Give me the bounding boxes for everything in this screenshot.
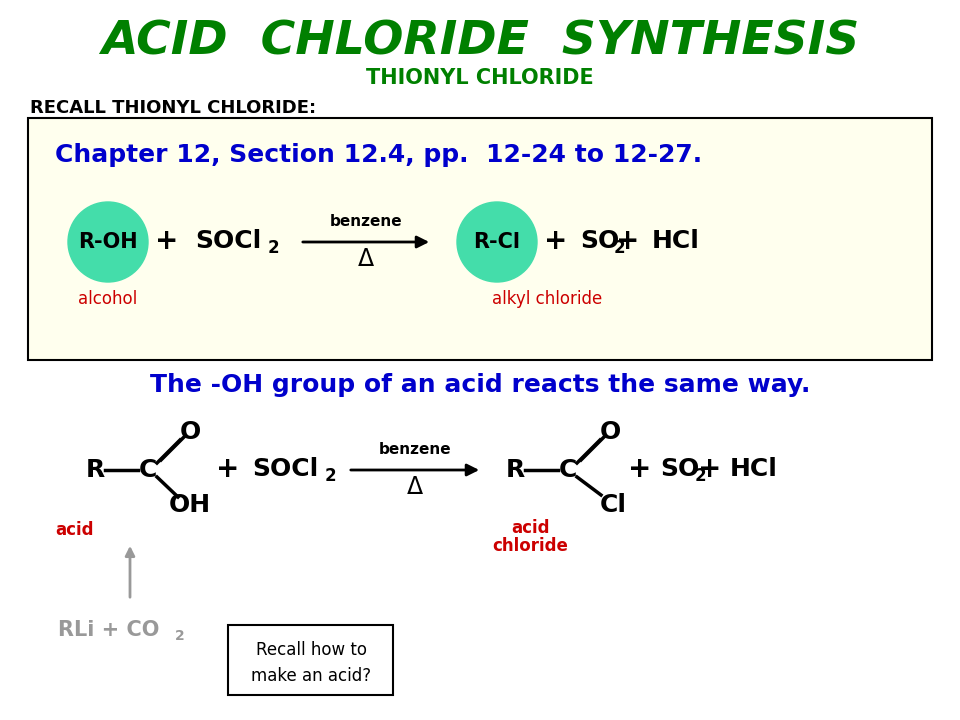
- Text: R-Cl: R-Cl: [473, 232, 520, 252]
- Text: O: O: [599, 420, 620, 444]
- Text: benzene: benzene: [329, 215, 402, 230]
- Text: The -OH group of an acid reacts the same way.: The -OH group of an acid reacts the same…: [150, 373, 810, 397]
- Text: 2: 2: [614, 239, 626, 257]
- Text: SOCl: SOCl: [252, 457, 319, 481]
- Text: O: O: [180, 420, 201, 444]
- Bar: [228, 625, 393, 695]
- Text: C: C: [139, 458, 157, 482]
- Text: Chapter 12, Section 12.4, pp.  12-24 to 12-27.: Chapter 12, Section 12.4, pp. 12-24 to 1…: [55, 143, 702, 167]
- Text: Δ: Δ: [358, 247, 374, 271]
- Text: C: C: [559, 458, 577, 482]
- Text: HCl: HCl: [730, 457, 778, 481]
- Text: SOCl: SOCl: [195, 229, 261, 253]
- Text: +: +: [216, 455, 240, 483]
- Text: Cl: Cl: [599, 493, 627, 517]
- Text: OH: OH: [169, 493, 211, 517]
- Text: +: +: [616, 227, 639, 255]
- Circle shape: [457, 202, 537, 282]
- Text: benzene: benzene: [378, 443, 451, 457]
- Text: SO: SO: [660, 457, 699, 481]
- Text: R: R: [505, 458, 524, 482]
- Text: +: +: [628, 455, 652, 483]
- Bar: [28, 118, 932, 360]
- Text: HCl: HCl: [652, 229, 700, 253]
- Text: SO: SO: [580, 229, 619, 253]
- Text: 2: 2: [268, 239, 279, 257]
- Text: acid: acid: [56, 521, 94, 539]
- Text: chloride: chloride: [492, 537, 568, 555]
- Text: Δ: Δ: [407, 475, 423, 499]
- Text: Recall how to
make an acid?: Recall how to make an acid?: [251, 641, 372, 685]
- Text: 2: 2: [325, 467, 337, 485]
- Text: ACID  CHLORIDE  SYNTHESIS: ACID CHLORIDE SYNTHESIS: [101, 19, 859, 65]
- Circle shape: [68, 202, 148, 282]
- Text: R-OH: R-OH: [78, 232, 138, 252]
- Text: THIONYL CHLORIDE: THIONYL CHLORIDE: [366, 68, 594, 88]
- Text: +: +: [156, 227, 179, 255]
- Text: R: R: [85, 458, 105, 482]
- Text: +: +: [544, 227, 567, 255]
- Text: +: +: [698, 455, 722, 483]
- Text: RECALL THIONYL CHLORIDE:: RECALL THIONYL CHLORIDE:: [30, 99, 316, 117]
- Text: alcohol: alcohol: [79, 290, 137, 308]
- Text: acid: acid: [511, 519, 549, 537]
- Text: 2: 2: [695, 467, 707, 485]
- Text: RLi + CO: RLi + CO: [58, 620, 159, 640]
- Text: alkyl chloride: alkyl chloride: [492, 290, 602, 308]
- Text: 2: 2: [175, 629, 184, 643]
